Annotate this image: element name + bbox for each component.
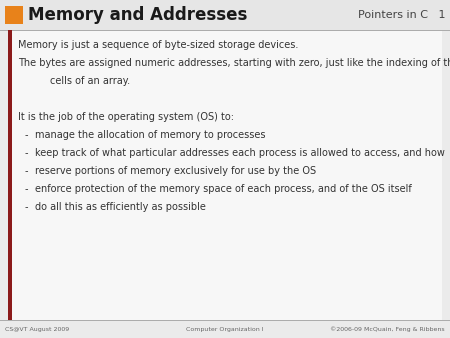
Text: The bytes are assigned numeric addresses, starting with zero, just like the inde: The bytes are assigned numeric addresses… [18,58,450,68]
Text: -: - [25,148,28,158]
Bar [5,6,23,24]
Text: Memory and Addresses: Memory and Addresses [28,6,248,24]
Bar [8,30,442,320]
Text: -: - [25,130,28,140]
Text: keep track of what particular addresses each process is allowed to access, and h: keep track of what particular addresses … [35,148,445,158]
Text: enforce protection of the memory space of each process, and of the OS itself: enforce protection of the memory space o… [35,184,412,194]
Bar [0,0,450,30]
Text: -: - [25,166,28,176]
Text: manage the allocation of memory to processes: manage the allocation of memory to proce… [35,130,266,140]
Text: -: - [25,184,28,194]
Text: do all this as efficiently as possible: do all this as efficiently as possible [35,202,206,212]
Text: Pointers in C   1: Pointers in C 1 [357,10,445,20]
Text: CS@VT August 2009: CS@VT August 2009 [5,327,69,332]
Text: Computer Organization I: Computer Organization I [186,327,264,332]
Text: cells of an array.: cells of an array. [50,76,130,86]
Text: -: - [25,202,28,212]
Text: It is the job of the operating system (OS) to:: It is the job of the operating system (O… [18,112,234,122]
Text: ©2006-09 McQuain, Feng & Ribbens: ©2006-09 McQuain, Feng & Ribbens [330,326,445,332]
Bar [8,30,12,320]
Text: Memory is just a sequence of byte-sized storage devices.: Memory is just a sequence of byte-sized … [18,40,298,50]
Text: reserve portions of memory exclusively for use by the OS: reserve portions of memory exclusively f… [35,166,316,176]
